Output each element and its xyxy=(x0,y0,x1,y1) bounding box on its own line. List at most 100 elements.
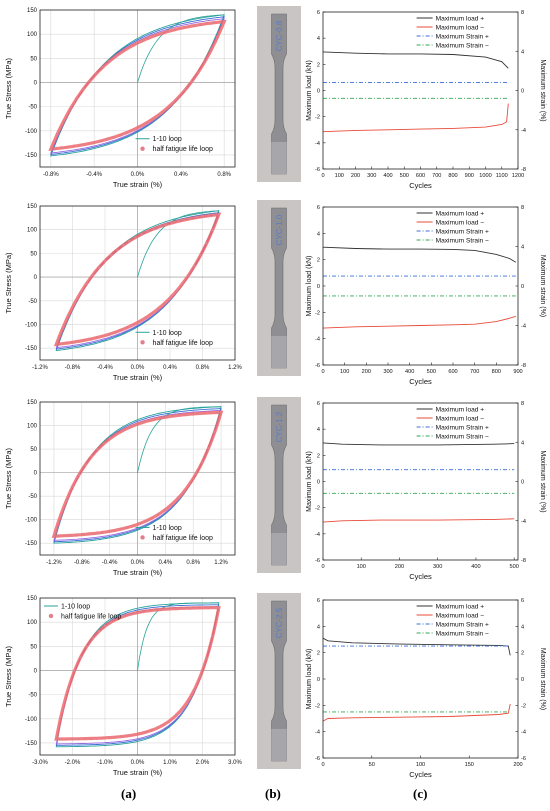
loop-chart-1-half-life-marker xyxy=(118,133,122,137)
loop-chart-2-y-tick-label: -100 xyxy=(25,322,38,328)
cycle-chart-1-legend-label-2: Maximum load − xyxy=(436,24,485,31)
cycle-chart-1-y2-tick-label: 8 xyxy=(521,10,524,16)
loop-chart-2-half-life-marker xyxy=(170,221,174,225)
loop-chart-3-half-life-marker xyxy=(121,429,125,432)
loop-chart-1-half-life-marker xyxy=(157,113,161,116)
loop-chart-1-half-life-marker xyxy=(53,147,57,150)
loop-chart-4-half-life-marker xyxy=(89,737,93,740)
loop-chart-1-x-axis-label: True strain (%) xyxy=(113,180,163,189)
loop-chart-1-legend-label-half: half fatigue life loop xyxy=(153,146,213,153)
loop-chart-4-half-life-marker xyxy=(164,607,168,611)
cycle-chart-2-y-tick-label: 2 xyxy=(317,258,320,264)
loop-chart-4-half-life-marker xyxy=(182,606,186,610)
loop-chart-1-half-life-marker xyxy=(144,121,148,125)
loop-chart-4-x-tick-label: 3.0% xyxy=(228,760,242,766)
loop-chart-2-legend-label-half: half fatigue life loop xyxy=(153,340,213,347)
loop-chart-3-half-life-marker xyxy=(146,419,150,423)
loop-chart-1-half-life-marker xyxy=(105,137,109,141)
loop-chart-4-y-tick-label: -50 xyxy=(28,693,37,699)
loop-chart-4-half-life-marker xyxy=(176,607,180,610)
loop-chart-2-half-life-marker xyxy=(168,296,172,300)
loop-chart-2-x-tick-label: -0.8% xyxy=(65,365,81,371)
cycle-chart-2-legend-label-3: Maximum Strain + xyxy=(436,228,489,235)
cycle-chart-3-series-line-2 xyxy=(322,518,515,523)
loop-chart-3-y-tick-label: -50 xyxy=(28,494,37,500)
cycle-chart-1-legend-label-4: Maximum Strain − xyxy=(436,42,489,49)
loop-chart-2-half-life-marker xyxy=(71,340,74,344)
loop-chart-3-half-life-marker xyxy=(71,485,75,488)
cycle-chart-2-legend-label-1: Maximum load + xyxy=(436,210,485,217)
cycle-chart-4-y2-tick-label: 6 xyxy=(521,598,524,604)
cycle-chart-1-plot-area xyxy=(323,12,518,169)
specimen-photo-2-specimen-marking: CYC-1.0 xyxy=(275,214,284,245)
loop-chart-2-half-life-marker xyxy=(109,253,113,257)
loop-chart-2-half-life-marker xyxy=(83,338,86,342)
cycle-chart-1-x-tick-label: 700 xyxy=(432,173,441,179)
loop-chart-4-half-life-marker xyxy=(217,606,221,609)
loop-chart-2-half-life-marker xyxy=(95,336,99,339)
loop-chart-3-half-life-marker xyxy=(69,534,72,537)
cycle-chart-3-legend-label-3: Maximum Strain + xyxy=(436,424,489,431)
cycle-chart-2-x-tick-label: 500 xyxy=(427,369,436,375)
loop-chart-4-half-life-marker xyxy=(174,714,178,717)
loop-chart-3-half-life-marker xyxy=(127,426,131,429)
loop-chart-4-half-life-marker xyxy=(152,608,156,612)
cycle-chart-3-y2-tick-label: 8 xyxy=(521,401,524,407)
loop-chart-1-half-life-marker xyxy=(73,144,76,148)
cycle-chart-3-y2-axis-label: Maximum strain (%) xyxy=(539,450,546,512)
loop-chart-1-half-life-marker xyxy=(212,21,215,25)
loop-chart-4-half-life-marker xyxy=(54,737,58,741)
loop-chart-2-first-loading-curve xyxy=(137,210,219,278)
loop-chart-4-half-life-marker xyxy=(168,719,172,722)
loop-chart-3-half-life-marker xyxy=(81,533,85,536)
cycle-chart-2-x-tick-label: 200 xyxy=(362,369,371,375)
cycle-chart-1-legend-label-1: Maximum load + xyxy=(436,15,485,22)
loop-chart-2-half-life-marker xyxy=(89,337,93,341)
loop-chart-1-half-life-marker xyxy=(199,23,202,26)
cycle-chart-2-y-tick-label: -6 xyxy=(315,363,320,369)
loop-chart-4-y-tick-label: -150 xyxy=(25,741,38,747)
loop-chart-3-half-life-marker xyxy=(52,534,56,538)
loop-chart-4-half-life-marker xyxy=(59,737,62,741)
loop-chart-1-half-life-marker xyxy=(108,60,111,63)
loop-chart-2-half-life-marker xyxy=(115,248,119,252)
loop-chart-4-half-life-marker xyxy=(134,611,137,615)
loop-chart-4-y-tick-label: 100 xyxy=(27,620,38,626)
cycle-chart-3-legend-label-2: Maximum load − xyxy=(436,415,485,422)
loop-chart-3-x-tick-label: 1.2% xyxy=(214,560,228,566)
loop-chart-3-half-life-marker xyxy=(182,490,185,494)
loop-chart-2-half-life-marker xyxy=(85,281,89,285)
cycle-chart-4-legend-label-3: Maximum Strain + xyxy=(436,621,489,628)
loop-chart-3-half-life-marker xyxy=(215,411,219,414)
cycle-chart-3-y-tick-label: -2 xyxy=(315,506,320,512)
loop-chart-1-half-life-marker xyxy=(99,139,102,143)
loop-chart-3-half-life-marker xyxy=(134,423,137,427)
cycle-chart-3-x-tick-label: 0 xyxy=(321,564,324,570)
loop-chart-3-half-life-marker xyxy=(157,513,160,516)
cycle-chart-3-x-axis-label: Cycles xyxy=(409,572,432,581)
loop-chart-4-half-life-marker xyxy=(158,608,162,611)
loop-chart-4-half-life-marker xyxy=(170,607,174,611)
cycle-chart-1-x-tick-label: 900 xyxy=(465,173,474,179)
loop-chart-4-half-life-marker xyxy=(61,709,64,712)
loop-chart-3-half-life-marker xyxy=(152,418,156,421)
loop-chart-2-half-life-marker xyxy=(107,332,111,336)
specimen-photo-3-specimen-marking: CYC-1.2 xyxy=(275,411,284,442)
loop-chart-2-half-life-marker xyxy=(156,307,160,311)
loop-chart-2-half-life-marker xyxy=(162,302,166,306)
loop-chart-2-half-life-marker xyxy=(73,302,76,305)
loop-chart-2-y-tick-label: -150 xyxy=(25,346,38,352)
loop-chart-2-half-life-marker xyxy=(174,290,178,293)
cycle-chart-4-y2-tick-label: 2 xyxy=(521,651,524,657)
loop-chart-4-half-life-marker xyxy=(71,737,74,741)
loop-chart-3-half-life-marker xyxy=(165,415,169,419)
loop-chart-4-half-life-marker xyxy=(79,655,82,659)
loop-chart-4-frame xyxy=(39,597,236,756)
loop-chart-1-half-life-marker xyxy=(101,65,105,69)
loop-chart-3-half-life-marker xyxy=(175,497,179,501)
cycle-chart-3-y2-tick-label: 4 xyxy=(521,440,524,446)
loop-chart-4-x-tick-label: -1.0% xyxy=(97,760,113,766)
specimen-photo-2-specimen-grip-texture xyxy=(271,336,287,368)
specimen-photo-1-specimen-grip-texture xyxy=(271,142,287,174)
